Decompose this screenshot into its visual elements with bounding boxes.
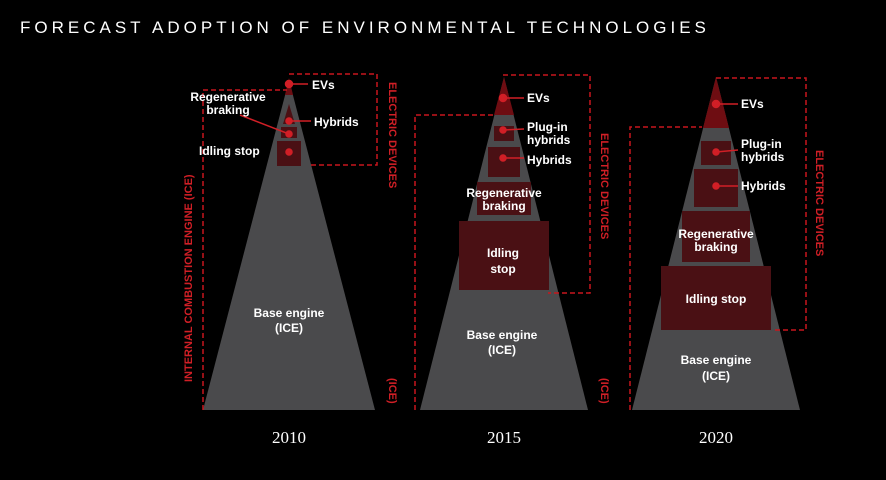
regen-slab bbox=[682, 211, 750, 262]
diagram-title: FORECAST ADOPTION OF ENVIRONMENTAL TECHN… bbox=[20, 18, 710, 37]
ice-vertical-label: INTERNAL COMBUSTION ENGINE (ICE) bbox=[183, 174, 195, 382]
year-label: 2015 bbox=[487, 428, 521, 447]
ice-short-label: (ICE) bbox=[598, 378, 610, 404]
label-regen-2: braking bbox=[694, 240, 737, 254]
ice-bracket bbox=[414, 114, 494, 410]
label-plugin-1: Plug-in bbox=[741, 137, 782, 151]
label-idling: Idling stop bbox=[686, 292, 747, 306]
year-label: 2010 bbox=[272, 428, 306, 447]
electric-vertical-label: ELECTRIC DEVICES bbox=[598, 133, 610, 239]
ice-bracket bbox=[202, 89, 287, 410]
ice-bracket bbox=[629, 126, 702, 410]
pyramid-2020: EVs Plug-in hybrids Hybrids Regenerative… bbox=[629, 77, 825, 447]
label-regen-1: Regenerative bbox=[190, 90, 266, 104]
label-evs: EVs bbox=[741, 97, 764, 111]
label-regen-2: braking bbox=[206, 103, 249, 117]
electric-bracket bbox=[503, 74, 591, 294]
label-base-1: Base engine bbox=[467, 328, 538, 342]
pyramid-2015: EVs Plug-in hybrids Hybrids Regenerative… bbox=[414, 74, 610, 447]
label-base-1: Base engine bbox=[681, 353, 752, 367]
year-label: 2020 bbox=[699, 428, 733, 447]
label-hybrids: Hybrids bbox=[314, 115, 359, 129]
idling-slab bbox=[661, 266, 771, 330]
electric-vertical-label: ELECTRIC DEVICES bbox=[813, 150, 825, 256]
label-plugin-1: Plug-in bbox=[527, 120, 568, 134]
label-base-1: Base engine bbox=[254, 306, 325, 320]
electric-bracket bbox=[716, 77, 807, 331]
label-base-2: (ICE) bbox=[702, 369, 730, 383]
label-idling-2: stop bbox=[490, 262, 515, 276]
label-regen-1: Regenerative bbox=[466, 186, 542, 200]
electric-bracket bbox=[289, 73, 378, 166]
label-evs: EVs bbox=[312, 78, 335, 92]
label-plugin-2: hybrids bbox=[527, 133, 571, 147]
pyramid-2010: EVs Hybrids Regenerative braking Idling … bbox=[183, 73, 398, 447]
label-plugin-2: hybrids bbox=[741, 150, 785, 164]
ice-short-label: (ICE) bbox=[386, 378, 398, 404]
label-idling-1: Idling bbox=[487, 246, 519, 260]
label-base-2: (ICE) bbox=[488, 343, 516, 357]
label-evs: EVs bbox=[527, 91, 550, 105]
label-regen-2: braking bbox=[482, 199, 525, 213]
base-engine-slab bbox=[203, 80, 375, 410]
label-regen-1: Regenerative bbox=[678, 227, 754, 241]
label-idling: Idling stop bbox=[199, 144, 260, 158]
regen-slab bbox=[477, 182, 531, 215]
label-base-2: (ICE) bbox=[275, 321, 303, 335]
hybrids-slab bbox=[488, 147, 520, 177]
electric-vertical-label: ELECTRIC DEVICES bbox=[386, 82, 398, 188]
idling-slab bbox=[459, 221, 549, 290]
label-hybrids: Hybrids bbox=[741, 179, 786, 193]
label-hybrids: Hybrids bbox=[527, 153, 572, 167]
